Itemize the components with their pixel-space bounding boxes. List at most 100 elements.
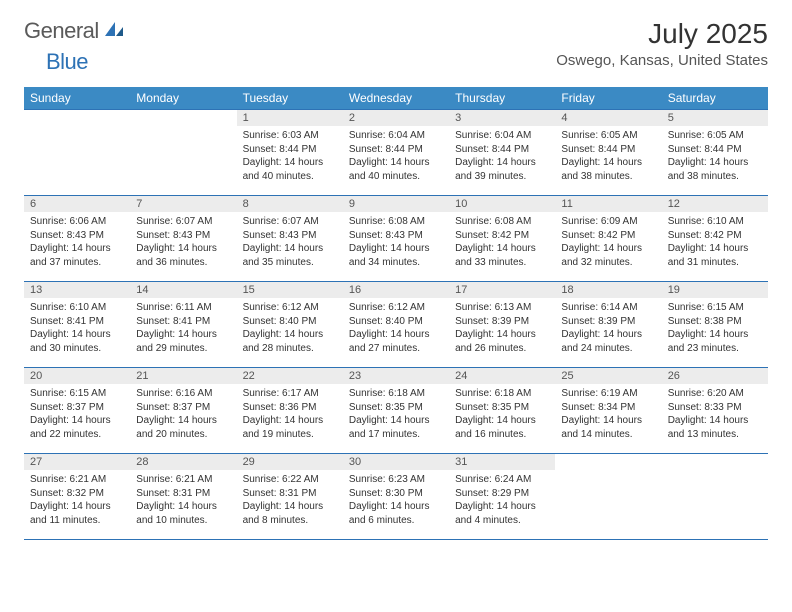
calendar-cell: 14Sunrise: 6:11 AMSunset: 8:41 PMDayligh… [130,282,236,368]
sunrise-line: Sunrise: 6:16 AM [136,387,230,401]
daylight-line: Daylight: 14 hours and 24 minutes. [561,328,655,355]
sunset-line: Sunset: 8:37 PM [30,401,124,415]
sunrise-line: Sunrise: 6:22 AM [243,473,337,487]
daylight-line: Daylight: 14 hours and 14 minutes. [561,414,655,441]
logo-text-blue: Blue [46,49,88,74]
sunrise-line: Sunrise: 6:13 AM [455,301,549,315]
day-number: 22 [237,368,343,384]
calendar-cell: .. [130,110,236,196]
day-body: Sunrise: 6:05 AMSunset: 8:44 PMDaylight:… [555,126,661,185]
sunset-line: Sunset: 8:38 PM [668,315,762,329]
day-body: Sunrise: 6:16 AMSunset: 8:37 PMDaylight:… [130,384,236,443]
day-body: Sunrise: 6:18 AMSunset: 8:35 PMDaylight:… [449,384,555,443]
weekday-header: Wednesday [343,87,449,110]
calendar-cell: 1Sunrise: 6:03 AMSunset: 8:44 PMDaylight… [237,110,343,196]
day-body: Sunrise: 6:17 AMSunset: 8:36 PMDaylight:… [237,384,343,443]
calendar-cell: 8Sunrise: 6:07 AMSunset: 8:43 PMDaylight… [237,196,343,282]
day-number: 16 [343,282,449,298]
daylight-line: Daylight: 14 hours and 22 minutes. [30,414,124,441]
day-number: 5 [662,110,768,126]
sunset-line: Sunset: 8:39 PM [561,315,655,329]
daylight-line: Daylight: 14 hours and 35 minutes. [243,242,337,269]
calendar-cell: 4Sunrise: 6:05 AMSunset: 8:44 PMDaylight… [555,110,661,196]
calendar-cell: 5Sunrise: 6:05 AMSunset: 8:44 PMDaylight… [662,110,768,196]
sunset-line: Sunset: 8:42 PM [455,229,549,243]
calendar-cell: 29Sunrise: 6:22 AMSunset: 8:31 PMDayligh… [237,454,343,540]
sunrise-line: Sunrise: 6:11 AM [136,301,230,315]
day-body: Sunrise: 6:23 AMSunset: 8:30 PMDaylight:… [343,470,449,529]
day-body: Sunrise: 6:07 AMSunset: 8:43 PMDaylight:… [130,212,236,271]
sunrise-line: Sunrise: 6:08 AM [455,215,549,229]
day-body: Sunrise: 6:14 AMSunset: 8:39 PMDaylight:… [555,298,661,357]
calendar-cell: 30Sunrise: 6:23 AMSunset: 8:30 PMDayligh… [343,454,449,540]
day-number: 9 [343,196,449,212]
calendar-cell: 22Sunrise: 6:17 AMSunset: 8:36 PMDayligh… [237,368,343,454]
daylight-line: Daylight: 14 hours and 30 minutes. [30,328,124,355]
day-number: 23 [343,368,449,384]
calendar-cell: 27Sunrise: 6:21 AMSunset: 8:32 PMDayligh… [24,454,130,540]
day-body: Sunrise: 6:06 AMSunset: 8:43 PMDaylight:… [24,212,130,271]
day-number: 25 [555,368,661,384]
day-number: 8 [237,196,343,212]
sunrise-line: Sunrise: 6:10 AM [668,215,762,229]
daylight-line: Daylight: 14 hours and 38 minutes. [668,156,762,183]
day-body: Sunrise: 6:15 AMSunset: 8:38 PMDaylight:… [662,298,768,357]
calendar-cell: 23Sunrise: 6:18 AMSunset: 8:35 PMDayligh… [343,368,449,454]
sunrise-line: Sunrise: 6:17 AM [243,387,337,401]
calendar-cell: 12Sunrise: 6:10 AMSunset: 8:42 PMDayligh… [662,196,768,282]
calendar-cell: 2Sunrise: 6:04 AMSunset: 8:44 PMDaylight… [343,110,449,196]
daylight-line: Daylight: 14 hours and 37 minutes. [30,242,124,269]
calendar-row: 13Sunrise: 6:10 AMSunset: 8:41 PMDayligh… [24,282,768,368]
sunrise-line: Sunrise: 6:07 AM [136,215,230,229]
sunrise-line: Sunrise: 6:04 AM [455,129,549,143]
sunset-line: Sunset: 8:40 PM [349,315,443,329]
daylight-line: Daylight: 14 hours and 11 minutes. [30,500,124,527]
daylight-line: Daylight: 14 hours and 29 minutes. [136,328,230,355]
day-body: Sunrise: 6:11 AMSunset: 8:41 PMDaylight:… [130,298,236,357]
calendar-cell: 21Sunrise: 6:16 AMSunset: 8:37 PMDayligh… [130,368,236,454]
sunset-line: Sunset: 8:39 PM [455,315,549,329]
sunset-line: Sunset: 8:44 PM [349,143,443,157]
logo: General [24,18,127,44]
calendar-cell: 15Sunrise: 6:12 AMSunset: 8:40 PMDayligh… [237,282,343,368]
sunrise-line: Sunrise: 6:20 AM [668,387,762,401]
sunset-line: Sunset: 8:43 PM [243,229,337,243]
daylight-line: Daylight: 14 hours and 10 minutes. [136,500,230,527]
daylight-line: Daylight: 14 hours and 8 minutes. [243,500,337,527]
day-body: Sunrise: 6:18 AMSunset: 8:35 PMDaylight:… [343,384,449,443]
day-body: Sunrise: 6:22 AMSunset: 8:31 PMDaylight:… [237,470,343,529]
day-body: Sunrise: 6:10 AMSunset: 8:41 PMDaylight:… [24,298,130,357]
calendar-row: 20Sunrise: 6:15 AMSunset: 8:37 PMDayligh… [24,368,768,454]
day-number: 11 [555,196,661,212]
sunset-line: Sunset: 8:44 PM [243,143,337,157]
day-body: Sunrise: 6:09 AMSunset: 8:42 PMDaylight:… [555,212,661,271]
calendar-cell: 11Sunrise: 6:09 AMSunset: 8:42 PMDayligh… [555,196,661,282]
calendar-cell: 13Sunrise: 6:10 AMSunset: 8:41 PMDayligh… [24,282,130,368]
sunset-line: Sunset: 8:44 PM [561,143,655,157]
calendar-row: 27Sunrise: 6:21 AMSunset: 8:32 PMDayligh… [24,454,768,540]
weekday-header: Saturday [662,87,768,110]
day-number: 13 [24,282,130,298]
calendar-row: ....1Sunrise: 6:03 AMSunset: 8:44 PMDayl… [24,110,768,196]
weekday-header: Monday [130,87,236,110]
daylight-line: Daylight: 14 hours and 20 minutes. [136,414,230,441]
calendar-cell: 6Sunrise: 6:06 AMSunset: 8:43 PMDaylight… [24,196,130,282]
day-body: Sunrise: 6:21 AMSunset: 8:32 PMDaylight:… [24,470,130,529]
day-number: 31 [449,454,555,470]
sunset-line: Sunset: 8:29 PM [455,487,549,501]
daylight-line: Daylight: 14 hours and 16 minutes. [455,414,549,441]
day-body: Sunrise: 6:08 AMSunset: 8:43 PMDaylight:… [343,212,449,271]
calendar-cell: .. [662,454,768,540]
day-body: Sunrise: 6:07 AMSunset: 8:43 PMDaylight:… [237,212,343,271]
daylight-line: Daylight: 14 hours and 36 minutes. [136,242,230,269]
weekday-header-row: SundayMondayTuesdayWednesdayThursdayFrid… [24,87,768,110]
day-body: Sunrise: 6:04 AMSunset: 8:44 PMDaylight:… [343,126,449,185]
day-body: Sunrise: 6:04 AMSunset: 8:44 PMDaylight:… [449,126,555,185]
daylight-line: Daylight: 14 hours and 33 minutes. [455,242,549,269]
weekday-header: Thursday [449,87,555,110]
calendar-cell: 18Sunrise: 6:14 AMSunset: 8:39 PMDayligh… [555,282,661,368]
daylight-line: Daylight: 14 hours and 4 minutes. [455,500,549,527]
sunset-line: Sunset: 8:44 PM [668,143,762,157]
calendar-table: SundayMondayTuesdayWednesdayThursdayFrid… [24,87,768,540]
calendar-cell: 19Sunrise: 6:15 AMSunset: 8:38 PMDayligh… [662,282,768,368]
